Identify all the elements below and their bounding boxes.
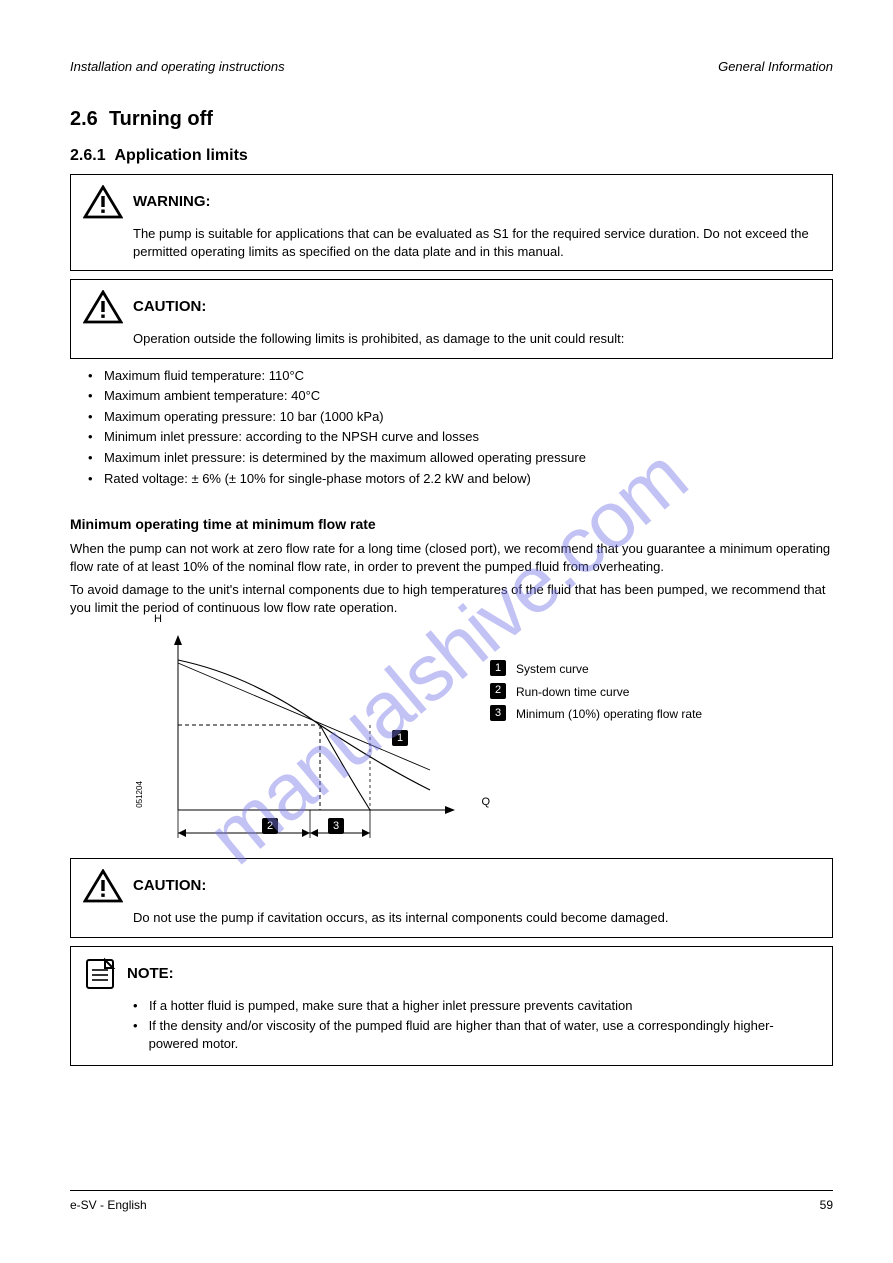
caution-label: CAUTION:: [133, 876, 206, 896]
legend-marker: 2: [490, 683, 506, 699]
chart-marker-3: 3: [328, 818, 344, 834]
warning-box: WARNING: The pump is suitable for applic…: [70, 174, 833, 271]
section-number: 2.6: [70, 108, 98, 130]
runtime-paragraph-2: To avoid damage to the unit's internal c…: [70, 581, 833, 616]
caution-text: Do not use the pump if cavitation occurs…: [133, 909, 822, 927]
caution-box-2: CAUTION: Do not use the pump if cavitati…: [70, 858, 833, 938]
caution-box-1: CAUTION: Operation outside the following…: [70, 279, 833, 359]
warning-text: The pump is suitable for applications th…: [133, 225, 822, 260]
footer-right: 59: [820, 1197, 833, 1213]
page-footer: e-SV - English 59: [70, 1190, 833, 1213]
legend-text: System curve: [516, 660, 589, 679]
warning-icon: [83, 185, 123, 219]
section-heading: Turning off: [109, 108, 213, 130]
page-header: Installation and operating instructions …: [70, 58, 833, 76]
list-item: Minimum inlet pressure: according to the…: [104, 428, 479, 446]
caution-text: Operation outside the following limits i…: [133, 330, 822, 348]
warning-icon: [83, 290, 123, 324]
x-axis-label: Q: [481, 795, 490, 810]
note-body: •If a hotter fluid is pumped, make sure …: [133, 997, 822, 1053]
section-title: 2.6 Turning off: [70, 106, 833, 133]
list-item: Maximum ambient temperature: 40°C: [104, 387, 320, 405]
caution-label: CAUTION:: [133, 297, 206, 317]
subsection-number: 2.6.1: [70, 147, 106, 164]
runtime-paragraph-1: When the pump can not work at zero flow …: [70, 540, 833, 575]
warning-icon: [83, 869, 123, 903]
subsection-heading: Application limits: [114, 147, 247, 164]
y-axis-label: H: [154, 612, 162, 627]
warning-label: WARNING:: [133, 192, 211, 212]
note-icon: [83, 957, 117, 991]
list-item: Rated voltage: ± 6% (± 10% for single-ph…: [104, 470, 531, 488]
flow-chart: H: [160, 630, 470, 850]
legend-text: Run-down time curve: [516, 683, 629, 702]
subsection-title: 2.6.1 Application limits: [70, 145, 833, 167]
legend-marker: 1: [490, 660, 506, 676]
chart-svg: [160, 630, 470, 850]
note-line: If the density and/or viscosity of the p…: [149, 1017, 822, 1052]
figure-code: 051204: [135, 781, 146, 808]
chart-marker-1: 1: [392, 730, 408, 746]
legend-text: Minimum (10%) operating flow rate: [516, 705, 702, 724]
list-item: Maximum operating pressure: 10 bar (1000…: [104, 408, 384, 426]
chart-legend: 1 System curve 2 Run-down time curve 3 M…: [490, 660, 790, 728]
note-box: NOTE: •If a hotter fluid is pumped, make…: [70, 946, 833, 1067]
note-line: If a hotter fluid is pumped, make sure t…: [149, 997, 632, 1015]
runtime-heading: Minimum operating time at minimum flow r…: [70, 515, 833, 534]
legend-marker: 3: [490, 705, 506, 721]
header-left: Installation and operating instructions: [70, 58, 285, 76]
chart-marker-2: 2: [262, 818, 278, 834]
list-item: Maximum inlet pressure: is determined by…: [104, 449, 586, 467]
limits-list: •Maximum fluid temperature: 110°C •Maxim…: [88, 367, 833, 487]
list-item: Maximum fluid temperature: 110°C: [104, 367, 304, 385]
header-right: General Information: [718, 58, 833, 76]
note-label: NOTE:: [127, 964, 174, 984]
footer-left: e-SV - English: [70, 1197, 147, 1213]
